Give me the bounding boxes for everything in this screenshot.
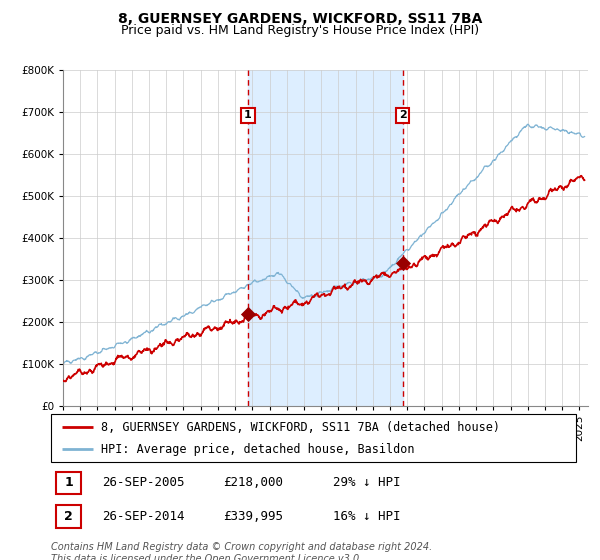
Bar: [248, 70, 403, 406]
Text: 2: 2: [64, 510, 73, 523]
Text: 8, GUERNSEY GARDENS, WICKFORD, SS11 7BA (detached house): 8, GUERNSEY GARDENS, WICKFORD, SS11 7BA …: [101, 421, 500, 434]
Text: £218,000: £218,000: [223, 477, 283, 489]
Text: 26-SEP-2005: 26-SEP-2005: [103, 477, 185, 489]
Text: 16% ↓ HPI: 16% ↓ HPI: [334, 510, 401, 523]
Text: Price paid vs. HM Land Registry's House Price Index (HPI): Price paid vs. HM Land Registry's House …: [121, 24, 479, 37]
Text: HPI: Average price, detached house, Basildon: HPI: Average price, detached house, Basi…: [101, 442, 415, 456]
Text: £339,995: £339,995: [223, 510, 283, 523]
Text: 2: 2: [399, 110, 407, 120]
FancyBboxPatch shape: [56, 472, 82, 494]
Text: 29% ↓ HPI: 29% ↓ HPI: [334, 477, 401, 489]
Point: [243, 310, 253, 319]
Point: [398, 259, 407, 268]
FancyBboxPatch shape: [51, 414, 576, 462]
Text: 1: 1: [244, 110, 252, 120]
FancyBboxPatch shape: [56, 505, 82, 528]
Text: 1: 1: [64, 477, 73, 489]
Text: Contains HM Land Registry data © Crown copyright and database right 2024.
This d: Contains HM Land Registry data © Crown c…: [51, 542, 432, 560]
Text: 8, GUERNSEY GARDENS, WICKFORD, SS11 7BA: 8, GUERNSEY GARDENS, WICKFORD, SS11 7BA: [118, 12, 482, 26]
Text: 26-SEP-2014: 26-SEP-2014: [103, 510, 185, 523]
